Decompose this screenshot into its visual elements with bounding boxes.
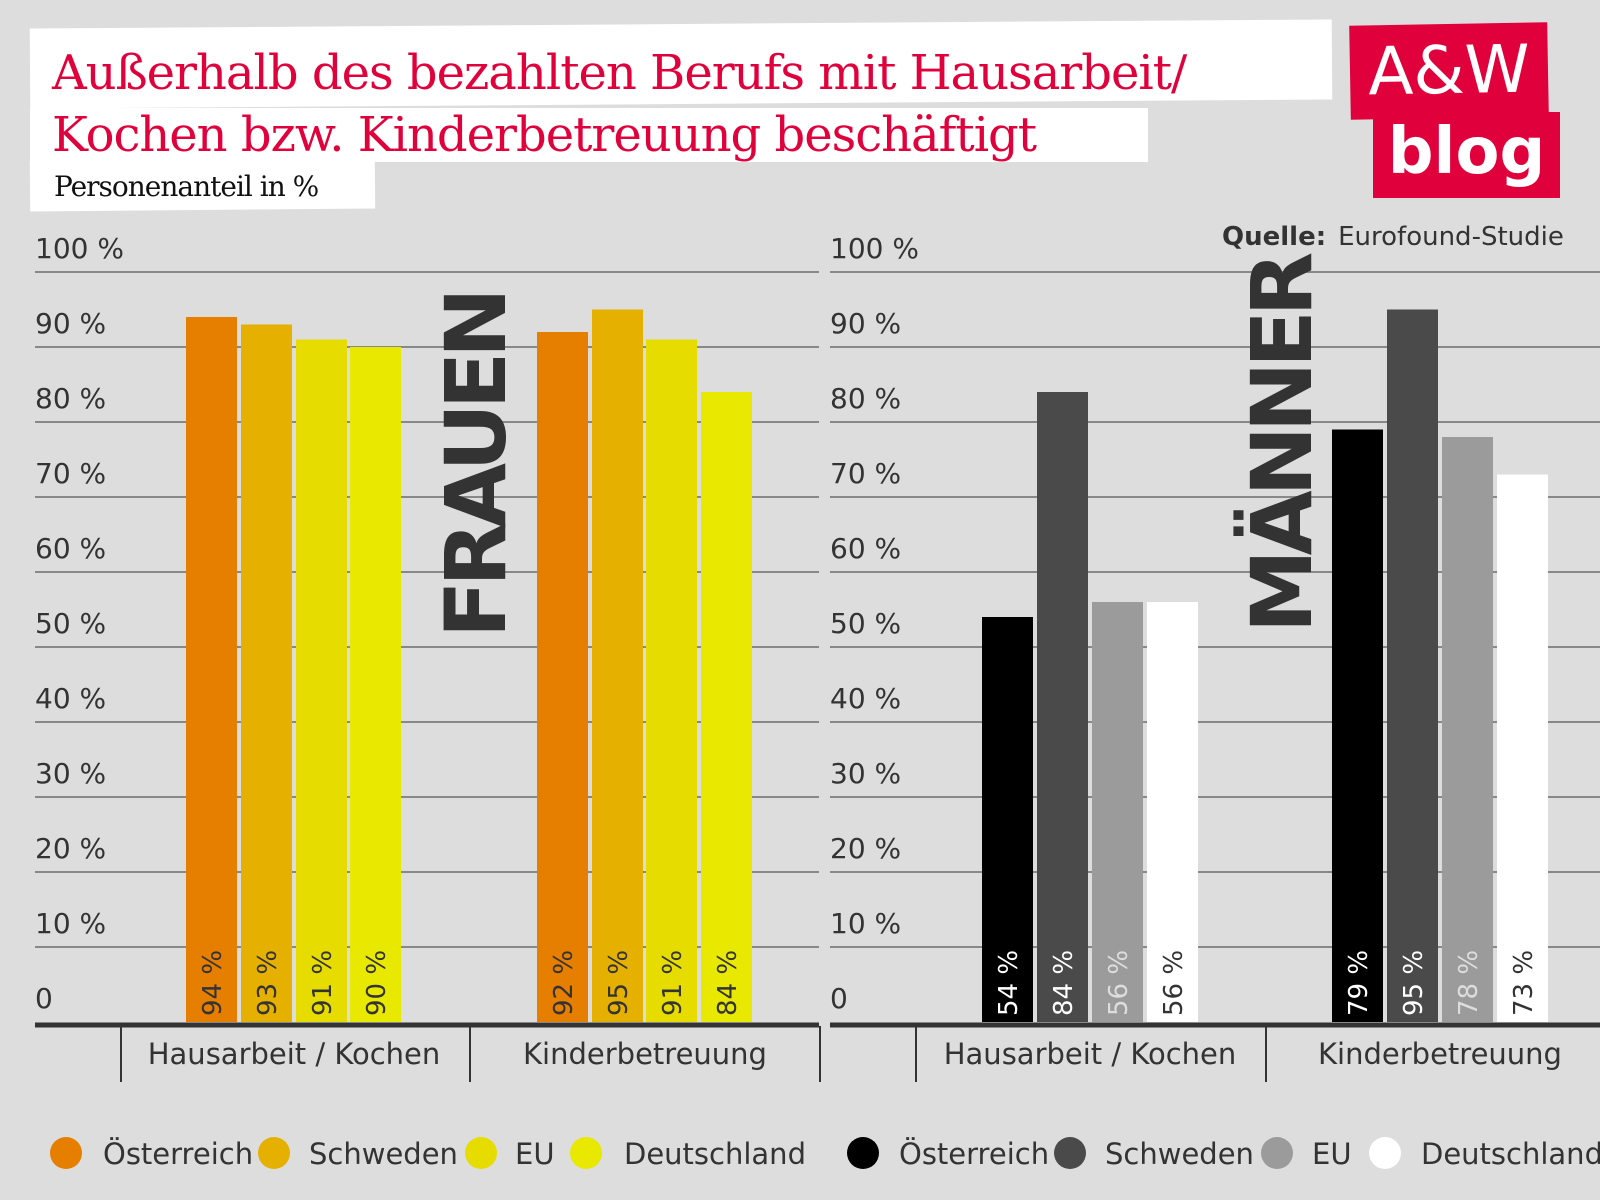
category-label: Kinderbetreuung [523, 1037, 767, 1071]
value-label: 90 % [362, 950, 392, 1016]
y-tick-label: 60 % [830, 532, 901, 565]
y-tick-label: 40 % [35, 682, 106, 715]
bar [1037, 392, 1088, 1022]
value-label: 78 % [1454, 950, 1484, 1016]
y-tick-label: 10 % [35, 907, 106, 940]
bar [982, 617, 1033, 1022]
legend-swatch [1054, 1137, 1086, 1169]
title-line-2: Kochen bzw. Kinderbetreuung beschäftigt [52, 107, 1037, 163]
bar [1387, 309, 1438, 1022]
bar [350, 347, 401, 1022]
y-tick-label: 80 % [35, 382, 106, 415]
panel-label: MÄNNER [1233, 253, 1331, 633]
bar [701, 392, 752, 1022]
legend-label: EU [1312, 1137, 1352, 1171]
legend-label: Schweden [309, 1137, 458, 1171]
legend-swatch [1261, 1137, 1293, 1169]
y-tick-label: 100 % [830, 232, 919, 265]
y-tick-label: 100 % [35, 232, 124, 265]
y-tick-label: 20 % [35, 832, 106, 865]
logo-text-2: blog [1387, 115, 1546, 189]
source-value: Eurofound-Studie [1338, 222, 1564, 252]
bar [1147, 602, 1198, 1022]
y-tick-label: 0 [830, 982, 848, 1015]
value-label: 94 % [198, 950, 228, 1016]
legend-label: Deutschland [1421, 1137, 1600, 1171]
value-label: 54 % [994, 950, 1024, 1016]
bar [241, 324, 292, 1022]
category-label: Hausarbeit / Kochen [944, 1037, 1237, 1071]
panel-label: FRAUEN [427, 294, 525, 638]
legend-label: Österreich [899, 1137, 1049, 1171]
y-tick-label: 10 % [830, 907, 901, 940]
y-tick-label: 80 % [830, 382, 901, 415]
bar [1092, 602, 1143, 1022]
y-tick-label: 70 % [830, 457, 901, 490]
value-label: 84 % [713, 950, 743, 1016]
y-tick-label: 30 % [830, 757, 901, 790]
y-tick-label: 90 % [35, 307, 106, 340]
y-tick-label: 50 % [35, 607, 106, 640]
y-tick-label: 0 [35, 982, 53, 1015]
legend-swatch [258, 1137, 290, 1169]
subtitle: Personenanteil in % [54, 170, 319, 203]
legend-label: Deutschland [624, 1137, 806, 1171]
value-label: 84 % [1049, 950, 1079, 1016]
legend-swatch [50, 1137, 82, 1169]
legend-swatch [1369, 1137, 1401, 1169]
legend-label: Schweden [1105, 1137, 1254, 1171]
value-label: 92 % [549, 950, 579, 1016]
legend-label: EU [515, 1137, 555, 1171]
bar [186, 317, 237, 1022]
value-label: 79 % [1344, 950, 1374, 1016]
logo-bottom: blog [1373, 112, 1560, 198]
y-tick-label: 50 % [830, 607, 901, 640]
value-label: 56 % [1159, 950, 1189, 1016]
value-label: 56 % [1104, 950, 1134, 1016]
bar [646, 339, 697, 1022]
legend-swatch [465, 1137, 497, 1169]
value-label: 73 % [1509, 950, 1539, 1016]
title-box-2 [30, 108, 1148, 162]
bar [296, 339, 347, 1022]
bar [1497, 474, 1548, 1022]
y-tick-label: 60 % [35, 532, 106, 565]
bar [1332, 429, 1383, 1022]
category-label: Kinderbetreuung [1318, 1037, 1562, 1071]
value-label: 91 % [308, 950, 338, 1016]
value-label: 95 % [604, 950, 634, 1016]
bar [537, 332, 588, 1022]
y-tick-label: 70 % [35, 457, 106, 490]
category-label: Hausarbeit / Kochen [148, 1037, 441, 1071]
legend-swatch [847, 1137, 879, 1169]
bar [1442, 437, 1493, 1022]
legend-swatch [570, 1137, 602, 1169]
bar [592, 309, 643, 1022]
y-tick-label: 40 % [830, 682, 901, 715]
title-line-1: Außerhalb des bezahlten Berufs mit Hausa… [52, 45, 1187, 101]
legend-label: Österreich [103, 1137, 253, 1171]
y-tick-label: 90 % [830, 307, 901, 340]
value-label: 91 % [658, 950, 688, 1016]
y-tick-label: 20 % [830, 832, 901, 865]
value-label: 93 % [253, 950, 283, 1016]
source: Quelle: Eurofound-Studie [1222, 222, 1564, 252]
value-label: 95 % [1399, 950, 1429, 1016]
source-label: Quelle: [1222, 222, 1327, 252]
y-tick-label: 30 % [35, 757, 106, 790]
